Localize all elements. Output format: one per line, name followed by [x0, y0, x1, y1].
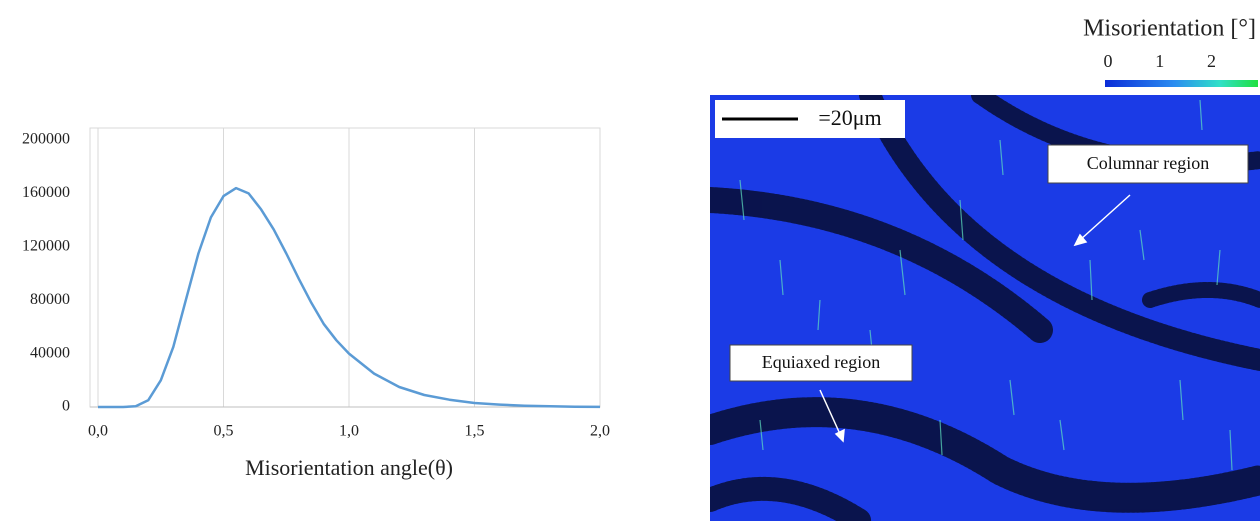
x-tick-label: 0,5: [214, 423, 234, 440]
x-axis-label: Misorientation angle(θ): [245, 455, 453, 480]
y-tick-label: 0: [62, 398, 70, 415]
x-tick-label: 1,5: [465, 423, 485, 440]
colorbar: [1105, 80, 1258, 87]
colorbar-tick-label: 2: [1207, 51, 1216, 71]
x-tick-label: 2,0: [590, 423, 610, 440]
y-tick-label: 80000: [30, 291, 70, 308]
annotation: Columnar region: [1087, 153, 1209, 173]
y-tick-label: 160000: [22, 184, 70, 201]
y-tick-label: 40000: [30, 344, 70, 361]
map-image: [710, 95, 1260, 521]
x-tick-label: 0,0: [88, 423, 108, 440]
scale-bar-label: =20μm: [818, 105, 881, 130]
colorbar-tick-label: 0: [1104, 51, 1113, 71]
y-tick-label: 200000: [22, 131, 70, 148]
annotation: Equiaxed region: [762, 352, 880, 372]
colorbar-tick-label: 1: [1155, 51, 1164, 71]
y-tick-label: 120000: [22, 237, 70, 254]
data-line: [98, 186, 601, 409]
colorbar-title: Misorientation [°]: [1083, 16, 1256, 42]
x-tick-label: 1,0: [339, 423, 359, 440]
